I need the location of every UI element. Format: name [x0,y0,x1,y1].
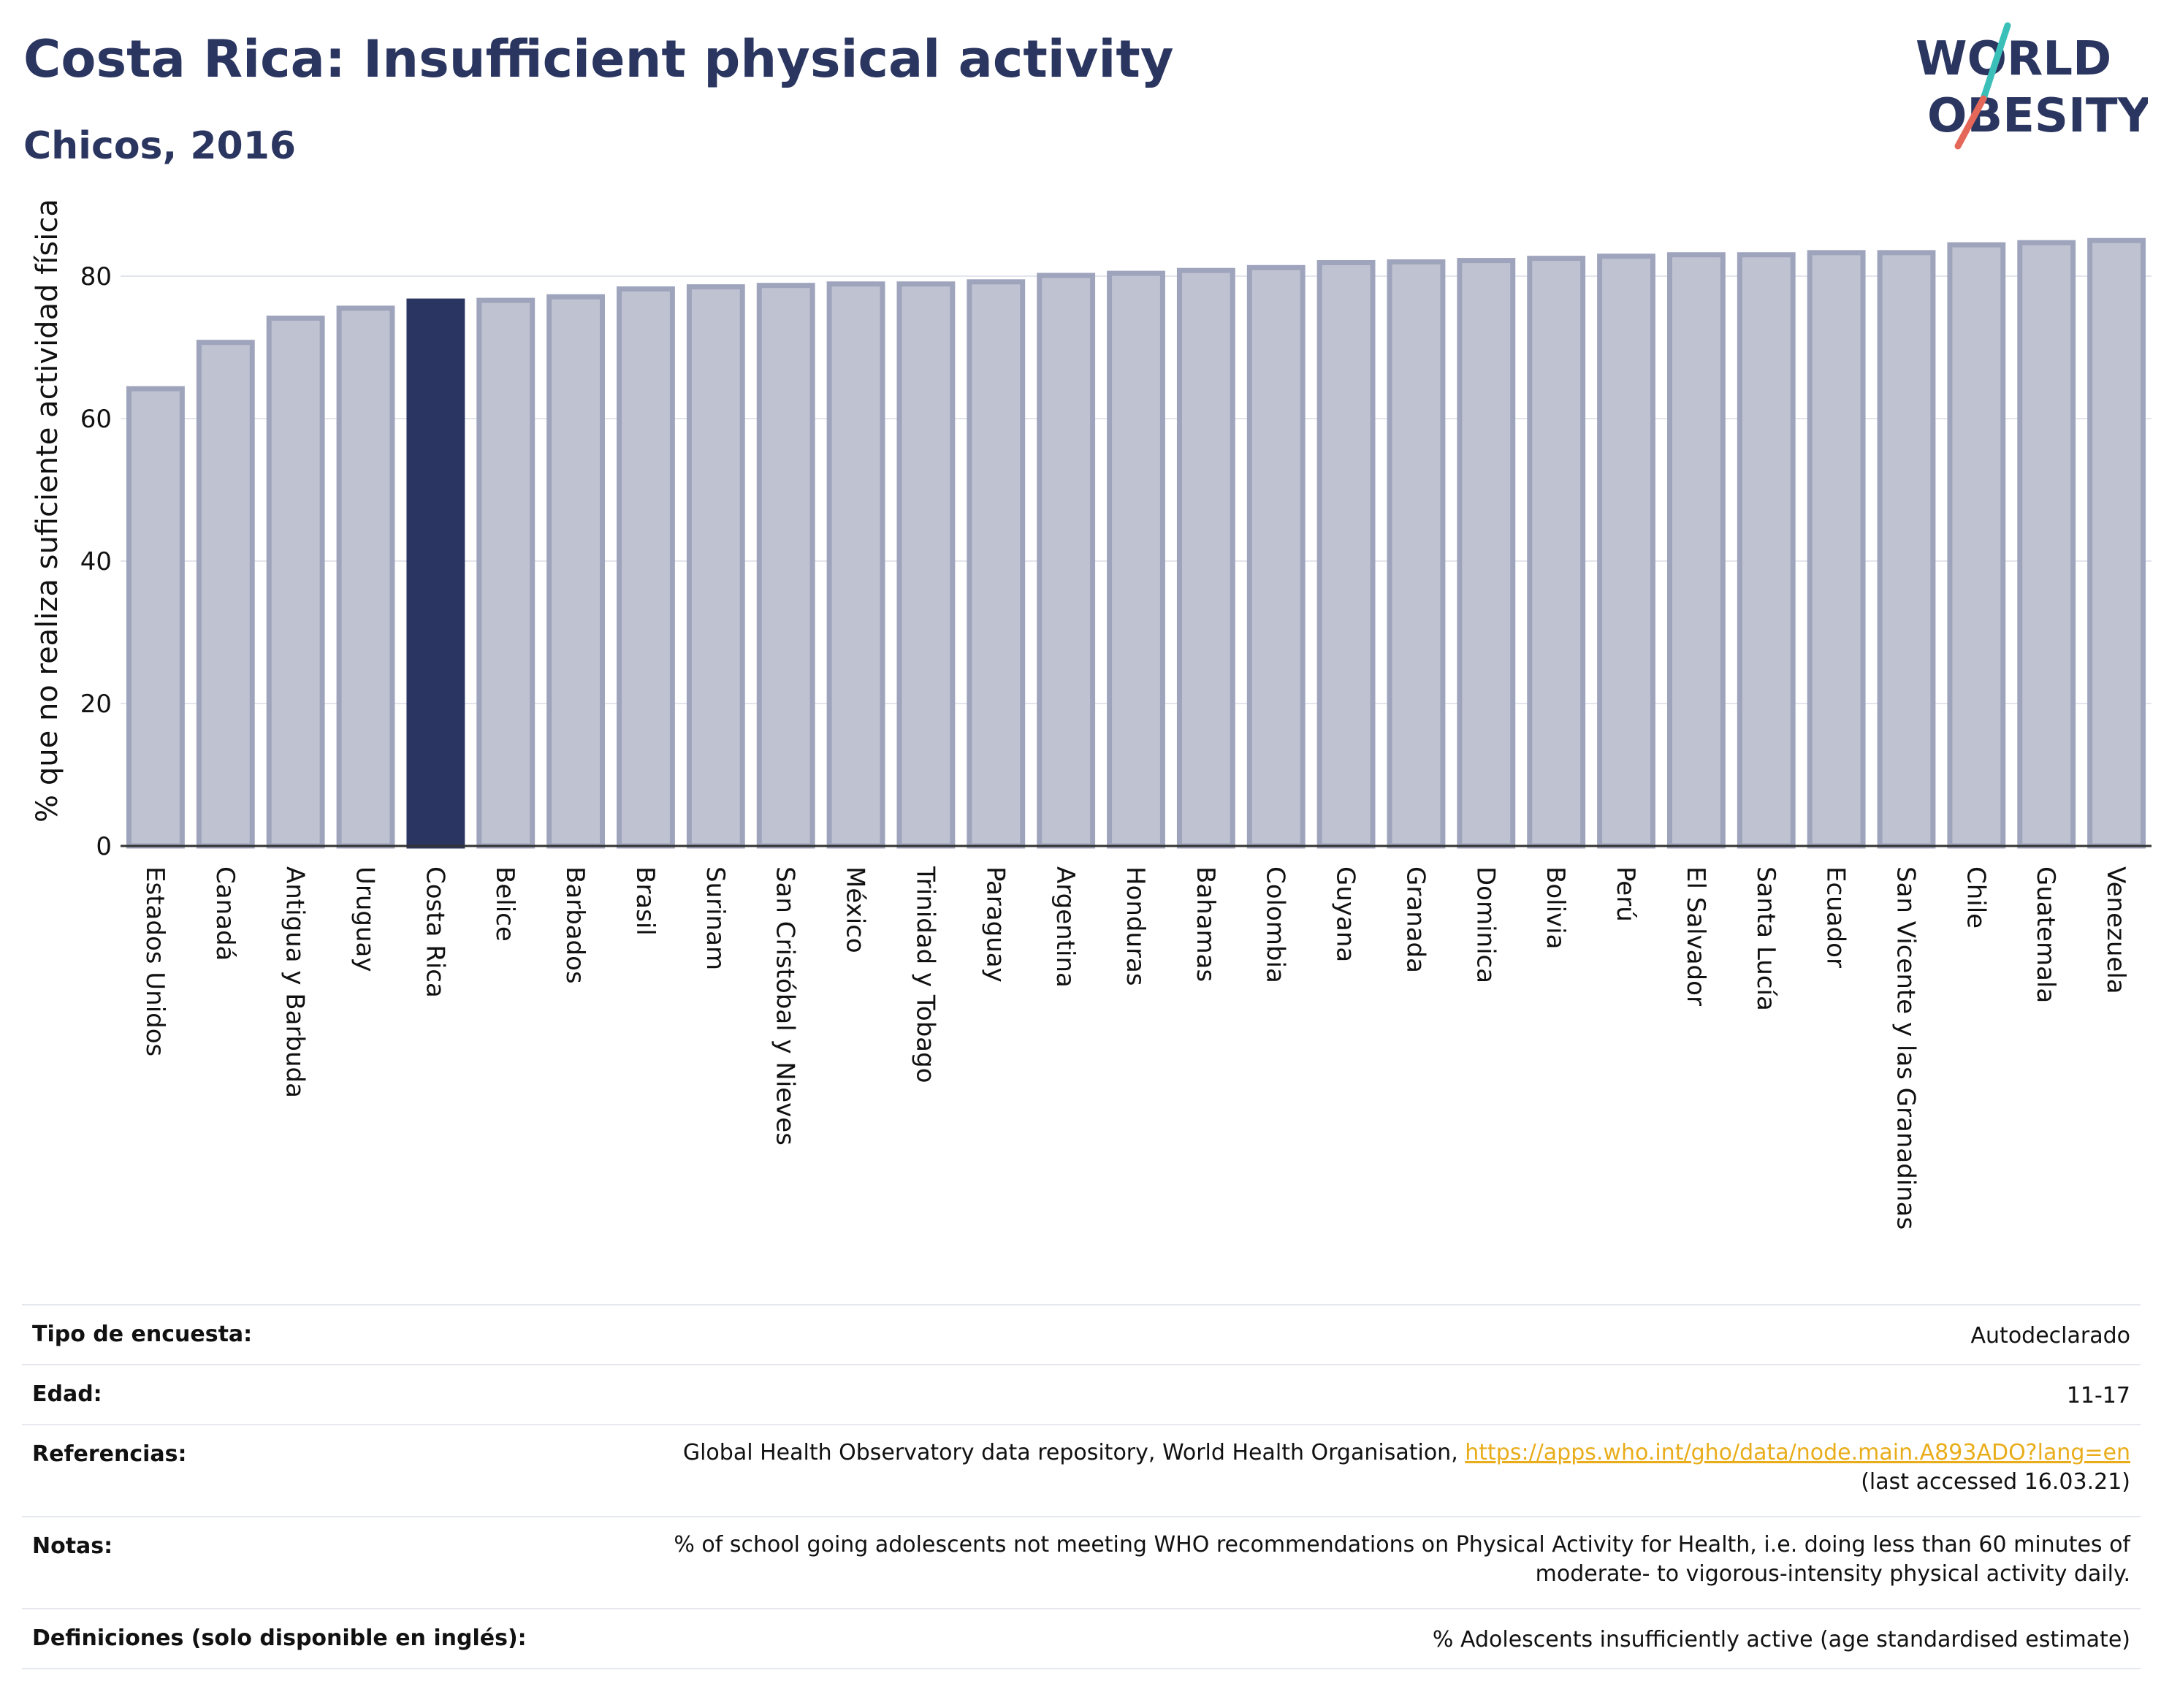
bar-chart: 0 20 40 60 80 % que no realiza suficiente act… [31,199,2152,1229]
x-tick-label: México [841,866,870,953]
bar [1947,242,2006,849]
bar [476,297,536,849]
x-tick-label: El Salvador [1681,866,1710,1006]
age-label: Edad: [32,1381,102,1407]
info-table: Tipo de encuesta: Autodeclarado Edad: 11… [22,1304,2141,1669]
bar [546,294,606,849]
bar [826,281,885,849]
definitions-label: Definiciones (solo disponible en inglés)… [32,1625,527,1651]
x-tick-label: Costa Rica [420,866,449,998]
x-tick-label: Belice [490,866,519,942]
references-link[interactable]: https://apps.who.int/gho/data/node.main.… [1465,1440,2130,1465]
bar [896,281,956,849]
x-tick-label: Guyana [1331,866,1360,962]
bar [686,284,745,849]
x-tick-label: Brasil [630,866,660,936]
x-tick-label: Perú [1611,866,1640,922]
x-tick-label: Guatemala [2031,866,2060,1003]
bar [1037,272,1096,849]
x-tick-label: Bolivia [1541,866,1570,949]
table-row-notes: Notas: % of school going adolescents not… [22,1516,2141,1608]
x-tick-label: Bahamas [1191,866,1220,982]
x-tick-label: Colombia [1261,866,1290,983]
table-row-definitions: Definiciones (solo disponible en inglés)… [22,1608,2141,1669]
x-tick-label: Granada [1400,866,1430,973]
x-tick-label: Estados Unidos [140,866,169,1056]
references-value: Global Health Observatory data repositor… [683,1438,2130,1497]
x-tick-label: Trinidad y Tobago [910,866,940,1083]
x-tick-label: Paraguay [980,866,1010,983]
y-tick-label: 40 [80,547,112,576]
x-tick-label: Santa Lucía [1751,866,1780,1011]
bar [1527,256,1586,849]
notes-value: % of school going adolescents not meetin… [674,1530,2130,1589]
bar [1666,252,1726,849]
y-tick-label: 20 [80,690,112,719]
page-title: Costa Rica: Insufficient physical activi… [23,29,1174,89]
survey-label: Tipo de encuesta: [32,1322,253,1347]
logo-slash-teal [1980,22,2011,102]
references-text: Global Health Observatory data repositor… [682,1440,1466,1465]
x-tick-label: Uruguay [351,866,380,972]
x-tick-label: Antigua y Barbuda [281,866,310,1098]
bar [1246,264,1306,849]
bar [1597,253,1655,849]
bar [406,298,465,849]
bar [1316,259,1376,849]
x-tick-label: Canadá [210,866,240,961]
y-tick-label: 0 [96,832,112,861]
bar [1877,250,1936,849]
x-tick-label: Barbados [560,866,590,984]
survey-value: Autodeclarado [1970,1323,2130,1349]
bar [1457,258,1516,849]
x-tick-label: Venezuela [2101,866,2130,994]
logo-word-1: WORLD [1916,32,2111,86]
bar [196,340,255,849]
bar [967,279,1026,849]
x-tick-label: Chile [1961,866,1990,929]
bar [2017,240,2076,849]
page-subtitle: Chicos, 2016 [23,124,297,168]
x-tick-label: Argentina [1051,866,1080,988]
world-obesity-logo: WORLD OBESITY [1916,22,2148,150]
bar [2087,237,2146,849]
bar [617,286,675,849]
references-label: Referencias: [32,1441,187,1467]
y-tick-label: 60 [80,405,112,434]
x-tick-label: San Vicente y las Granadinas [1891,866,1920,1229]
notes-text-1: % of school going adolescents not meetin… [674,1532,2130,1558]
age-value: 11-17 [2066,1383,2130,1408]
bar [1737,252,1796,849]
references-accessed: (last accessed 16.03.21) [1861,1469,2130,1495]
x-tick-label: Dominica [1471,866,1500,983]
definitions-value: % Adolescents insufficiently active (age… [1432,1627,2130,1652]
x-tick-label: Honduras [1121,866,1150,986]
x-tick-label: Surinam [701,866,730,970]
x-tick-label: San Cristóbal y Nieves [771,866,800,1145]
x-tick-label: Ecuador [1821,866,1851,968]
table-row-age: Edad: 11-17 [22,1364,2141,1424]
table-row-survey: Tipo de encuesta: Autodeclarado [22,1304,2141,1364]
table-row-references: Referencias: Global Health Observatory d… [22,1424,2141,1516]
bar [1107,270,1165,849]
bar [126,386,185,849]
y-tick-label: 80 [80,262,112,291]
notes-label: Notas: [32,1533,113,1559]
bar [756,283,815,849]
bar [266,316,325,849]
bar [336,305,395,849]
bar [1176,267,1235,849]
logo-slash-red [1954,95,1987,150]
bar [1387,259,1446,849]
notes-text-2: moderate- to vigorous-intensity physical… [1535,1561,2130,1587]
bar [1807,250,1866,849]
y-axis-label: % que no realiza suficiente actividad fí… [31,199,64,823]
